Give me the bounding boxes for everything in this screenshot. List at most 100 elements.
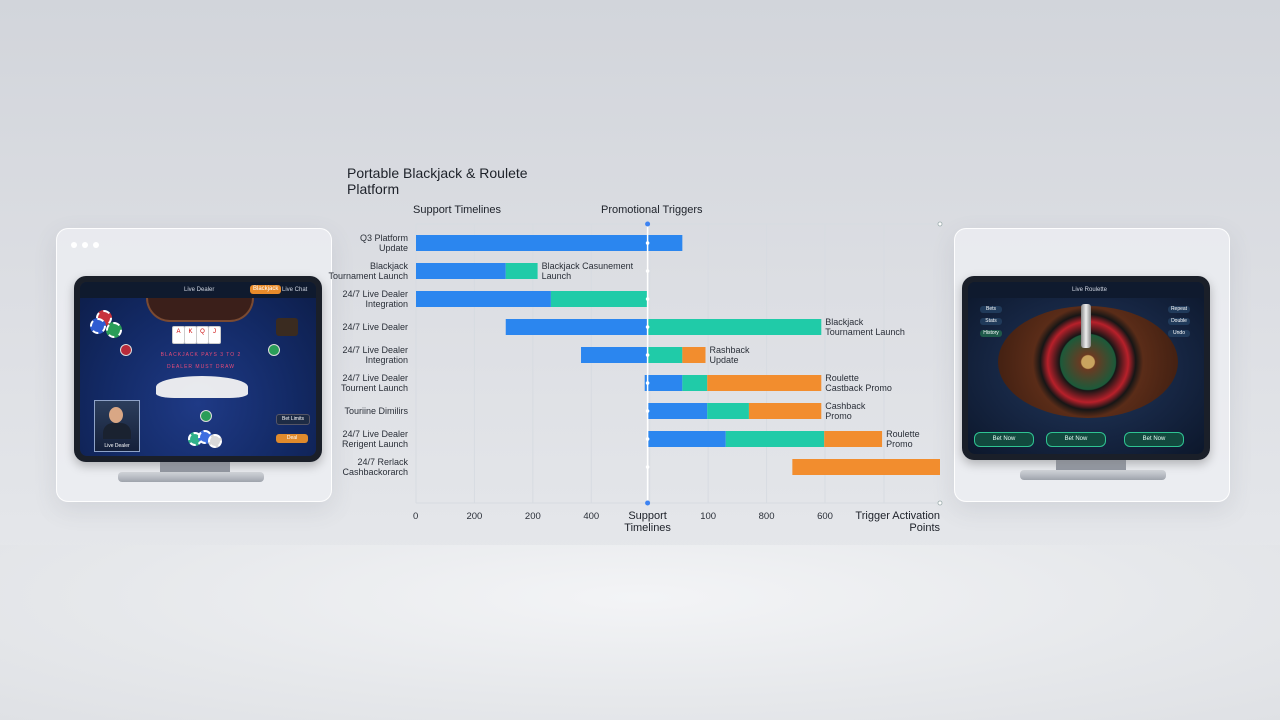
trigger-marker-row-dot bbox=[645, 241, 650, 245]
axis-end-dot bbox=[937, 221, 943, 227]
wheel-spindle bbox=[1081, 304, 1091, 348]
bar-annotation: Rashback Update bbox=[710, 345, 751, 365]
row-label-line: 24/7 Live Dealer bbox=[342, 429, 408, 439]
dealer-video[interactable]: Live Dealer bbox=[94, 400, 140, 452]
trigger-marker-row-dot bbox=[645, 465, 650, 469]
side-button-double[interactable]: Double bbox=[1168, 318, 1190, 325]
annotation-line: Launch bbox=[542, 271, 572, 281]
x-axis-label-center: Support Timelines bbox=[624, 510, 671, 534]
side-button-undo[interactable]: Undo bbox=[1168, 330, 1190, 337]
blackjack-header: Live Dealer Blackjack Live Chat bbox=[80, 282, 316, 298]
left-stand-neck bbox=[160, 458, 230, 474]
annotation-line: Update bbox=[710, 355, 739, 365]
row-label-line: Blackjack bbox=[370, 261, 409, 271]
x-axis-label-right: Trigger Activation Points bbox=[855, 510, 940, 534]
row-label-line: Cashbackorarch bbox=[342, 467, 408, 477]
bar-segment-teal bbox=[725, 431, 825, 447]
bar-annotation: Blackjack Casunement Launch bbox=[542, 261, 634, 281]
x-tick-label: 400 bbox=[583, 511, 599, 522]
annotation-line: Cashback bbox=[825, 401, 866, 411]
dealer-avatar bbox=[109, 407, 123, 423]
bar-annotation: Cashback Promo bbox=[825, 401, 866, 421]
bar-segment-teal bbox=[682, 375, 708, 391]
bar-segment-teal bbox=[647, 319, 822, 335]
bar-segment-blue bbox=[416, 263, 506, 279]
row-label-line: Rerigent Launch bbox=[342, 439, 408, 449]
dealer-body bbox=[103, 423, 131, 439]
roulette-header: Live Roulette bbox=[968, 282, 1204, 298]
bet-now-button[interactable]: Bet Now bbox=[974, 432, 1034, 447]
row-label-line: 24/7 Live Dealer bbox=[342, 345, 408, 355]
bar-segment-teal bbox=[707, 403, 749, 419]
felt-text-1: BLACKJACK PAYS 3 TO 2 bbox=[160, 352, 242, 358]
trigger-marker-dot bbox=[645, 221, 651, 227]
trigger-marker-row-dot bbox=[645, 409, 650, 413]
bar-segment-blue bbox=[581, 347, 648, 363]
player-cards-row bbox=[156, 376, 248, 398]
bar-annotation: Roulette Promo bbox=[886, 429, 920, 449]
dealer-card: J bbox=[208, 326, 221, 344]
x-tick-label: 200 bbox=[466, 511, 482, 522]
annotation-line: Tournament Launch bbox=[825, 327, 905, 337]
bet-now-button[interactable]: Bet Now bbox=[1046, 432, 1106, 447]
axis-end-dot bbox=[937, 500, 943, 506]
trigger-marker-row-dot bbox=[645, 325, 650, 329]
row-label-line: 24/7 Rerlack bbox=[357, 457, 408, 467]
side-button-history[interactable]: History bbox=[980, 330, 1002, 337]
x-tick-label: 0 bbox=[413, 511, 418, 522]
bet-limits-button[interactable]: Bet Limits bbox=[276, 414, 310, 425]
deal-button[interactable]: Deal bbox=[276, 434, 308, 443]
row-label-line: 24/7 Live Dealer bbox=[342, 373, 408, 383]
row-label-line: Integration bbox=[365, 299, 408, 309]
side-button-repeat[interactable]: Repeat bbox=[1168, 306, 1190, 313]
right-tablet: Live Roulette Bets Stats History Repeat … bbox=[962, 276, 1210, 460]
row-label: Touriine Dimilirs bbox=[344, 406, 408, 416]
bar-segment-blue bbox=[505, 319, 648, 335]
annotation-line: Rashback bbox=[710, 345, 751, 355]
bet-spot[interactable] bbox=[268, 344, 280, 356]
annotation-line: Blackjack bbox=[825, 317, 864, 327]
row-label-line: Integration bbox=[365, 355, 408, 365]
bet-spot[interactable] bbox=[200, 410, 212, 422]
row-label: Q3 Platform Update bbox=[360, 233, 408, 253]
trigger-marker-row-dot bbox=[645, 269, 650, 273]
bar-segment-blue bbox=[647, 403, 708, 419]
x-axis-label-line: Timelines bbox=[624, 522, 671, 534]
x-tick-label: 200 bbox=[525, 511, 541, 522]
bar-annotation: Roulette Castback Promo bbox=[825, 373, 892, 393]
annotation-line: Blackjack Casunement bbox=[542, 261, 634, 271]
bar-segment-blue bbox=[647, 431, 726, 447]
window-controls[interactable] bbox=[71, 242, 99, 248]
x-axis-label-line: Points bbox=[909, 522, 940, 534]
row-label-line: 24/7 Live Dealer bbox=[342, 322, 408, 332]
row-label: 24/7 Live Dealer Integration bbox=[342, 345, 408, 365]
row-label-line: Update bbox=[379, 243, 408, 253]
bet-spot[interactable] bbox=[120, 344, 132, 356]
row-label: 24/7 Live Dealer Rerigent Launch bbox=[342, 429, 408, 449]
side-button-stats[interactable]: Stats bbox=[980, 318, 1002, 325]
row-label-line: Touriine Dimilirs bbox=[344, 406, 408, 416]
bet-now-button[interactable]: Bet Now bbox=[1124, 432, 1184, 447]
x-tick-label: 800 bbox=[759, 511, 775, 522]
dealer-label: Live Dealer bbox=[104, 443, 130, 449]
bar-segment-orange bbox=[792, 459, 940, 475]
row-label: 24/7 Live Dealer Tournent Launch bbox=[341, 373, 408, 393]
trigger-marker-row-dot bbox=[645, 297, 650, 301]
bar-segment-teal bbox=[647, 347, 683, 363]
trigger-marker-row-dot bbox=[645, 353, 650, 357]
roulette-screen: Live Roulette Bets Stats History Repeat … bbox=[968, 282, 1204, 454]
annotation-line: Promo bbox=[825, 411, 852, 421]
row-label-line: Q3 Platform bbox=[360, 233, 408, 243]
blackjack-header-status: Live Chat bbox=[282, 287, 308, 293]
trigger-marker-row-dot bbox=[645, 437, 650, 441]
row-label-line: Tournent Launch bbox=[341, 383, 408, 393]
chart-title: Portable Blackjack & Roulete Platform bbox=[347, 165, 528, 197]
trigger-marker-dot bbox=[645, 500, 651, 506]
bar-segment-teal bbox=[505, 263, 538, 279]
side-button-bets[interactable]: Bets bbox=[980, 306, 1002, 313]
right-stand-base bbox=[1020, 470, 1166, 480]
floor-background bbox=[0, 545, 1280, 720]
blackjack-header-badge[interactable]: Blackjack bbox=[250, 285, 282, 294]
row-label: 24/7 Live Dealer bbox=[342, 322, 408, 332]
annotation-line: Roulette bbox=[825, 373, 859, 383]
